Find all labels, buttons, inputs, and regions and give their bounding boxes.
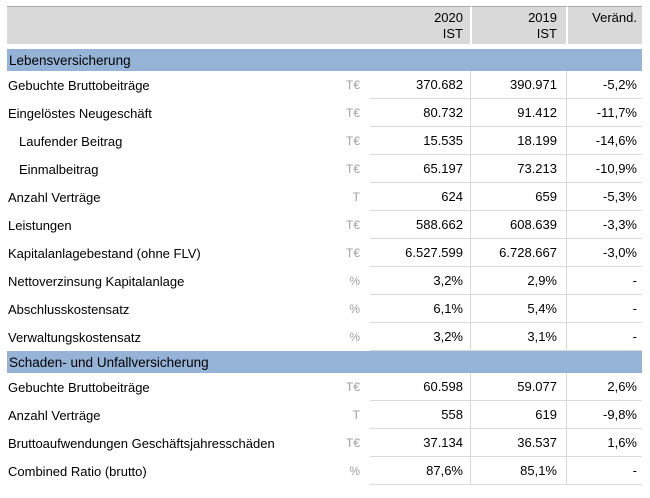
value-2020-cell: 588.662 xyxy=(370,211,470,239)
unit-cell: T€ xyxy=(335,373,370,401)
section-title: Lebensversicherung xyxy=(9,52,131,68)
value-2020-cell: 3,2% xyxy=(370,267,470,295)
financial-report: 2020 IST 2019 IST Veränd. Lebensversiche… xyxy=(7,6,642,485)
value-2019-cell: 18.199 xyxy=(470,127,566,155)
unit-cell: T€ xyxy=(335,127,370,155)
unit-cell: T xyxy=(335,401,370,429)
value-2020-cell: 6.527.599 xyxy=(370,239,470,267)
value-2020-cell: 15.535 xyxy=(370,127,470,155)
value-2019-cell: 659 xyxy=(470,183,566,211)
unit-cell: % xyxy=(335,323,370,351)
column-header-2019-ist-label: IST xyxy=(536,26,557,41)
column-header-2019-ist: 2019 IST xyxy=(470,6,566,44)
value-2019-cell: 36.537 xyxy=(470,429,566,457)
row-label: Verwaltungskostensatz xyxy=(7,323,335,351)
value-2019-cell: 91.412 xyxy=(470,99,566,127)
unit-cell: T€ xyxy=(335,99,370,127)
change-cell: -11,7% xyxy=(566,99,642,127)
section-header-schaden-unfallversicherung: Schaden- und Unfallversicherung xyxy=(7,351,642,373)
value-2020-cell: 60.598 xyxy=(370,373,470,401)
unit-cell: % xyxy=(335,267,370,295)
value-2020-cell: 624 xyxy=(370,183,470,211)
column-header-change: Veränd. xyxy=(566,6,642,44)
change-cell: - xyxy=(566,323,642,351)
unit-cell: T€ xyxy=(335,71,370,99)
row-label: Gebuchte Bruttobeiträge xyxy=(7,71,335,99)
row-label: Anzahl Verträge xyxy=(7,183,335,211)
column-header-change-label: Veränd. xyxy=(592,10,637,25)
change-cell: 1,6% xyxy=(566,429,642,457)
value-2020-cell: 37.134 xyxy=(370,429,470,457)
value-2019-cell: 59.077 xyxy=(470,373,566,401)
row-label: Anzahl Verträge xyxy=(7,401,335,429)
row-label: Gebuchte Bruttobeiträge xyxy=(7,373,335,401)
kpi-table: 2020 IST 2019 IST Veränd. Lebensversiche… xyxy=(7,6,642,485)
value-2019-cell: 2,9% xyxy=(470,267,566,295)
unit-cell: T xyxy=(335,183,370,211)
change-cell: -5,3% xyxy=(566,183,642,211)
unit-cell: T€ xyxy=(335,211,370,239)
value-2020-cell: 370.682 xyxy=(370,71,470,99)
row-label: Leistungen xyxy=(7,211,335,239)
column-header-2020-year: 2020 xyxy=(434,10,463,25)
row-label: Einmalbeitrag xyxy=(7,155,335,183)
row-label: Abschlusskostensatz xyxy=(7,295,335,323)
change-cell: 2,6% xyxy=(566,373,642,401)
column-header-2020-ist: 2020 IST xyxy=(370,6,470,44)
unit-cell: % xyxy=(335,457,370,485)
change-cell: - xyxy=(566,295,642,323)
header-empty-cell xyxy=(7,6,370,44)
row-label: Bruttoaufwendungen Geschäftsjahresschäde… xyxy=(7,429,335,457)
value-2019-cell: 85,1% xyxy=(470,457,566,485)
change-cell: -10,9% xyxy=(566,155,642,183)
change-cell: -5,2% xyxy=(566,71,642,99)
value-2020-cell: 87,6% xyxy=(370,457,470,485)
header-gap xyxy=(7,44,642,49)
change-cell: -9,8% xyxy=(566,401,642,429)
value-2020-cell: 6,1% xyxy=(370,295,470,323)
column-header-2020-ist-label: IST xyxy=(442,26,463,41)
value-2019-cell: 608.639 xyxy=(470,211,566,239)
value-2020-cell: 558 xyxy=(370,401,470,429)
change-cell: -14,6% xyxy=(566,127,642,155)
value-2020-cell: 80.732 xyxy=(370,99,470,127)
value-2019-cell: 73.213 xyxy=(470,155,566,183)
row-label: Kapitalanlagebestand (ohne FLV) xyxy=(7,239,335,267)
change-cell: -3,0% xyxy=(566,239,642,267)
unit-cell: % xyxy=(335,295,370,323)
value-2019-cell: 619 xyxy=(470,401,566,429)
row-label: Nettoverzinsung Kapitalanlage xyxy=(7,267,335,295)
value-2019-cell: 390.971 xyxy=(470,71,566,99)
section-header-lebensversicherung: Lebensversicherung xyxy=(7,49,642,71)
value-2019-cell: 6.728.667 xyxy=(470,239,566,267)
unit-cell: T€ xyxy=(335,155,370,183)
value-2020-cell: 3,2% xyxy=(370,323,470,351)
value-2019-cell: 3,1% xyxy=(470,323,566,351)
unit-cell: T€ xyxy=(335,429,370,457)
column-header-2019-year: 2019 xyxy=(528,10,557,25)
section-title: Schaden- und Unfallversicherung xyxy=(9,354,209,370)
value-2020-cell: 65.197 xyxy=(370,155,470,183)
row-label: Laufender Beitrag xyxy=(7,127,335,155)
unit-cell: T€ xyxy=(335,239,370,267)
value-2019-cell: 5,4% xyxy=(470,295,566,323)
row-label: Eingelöstes Neugeschäft xyxy=(7,99,335,127)
row-label: Combined Ratio (brutto) xyxy=(7,457,335,485)
change-cell: - xyxy=(566,267,642,295)
change-cell: - xyxy=(566,457,642,485)
change-cell: -3,3% xyxy=(566,211,642,239)
